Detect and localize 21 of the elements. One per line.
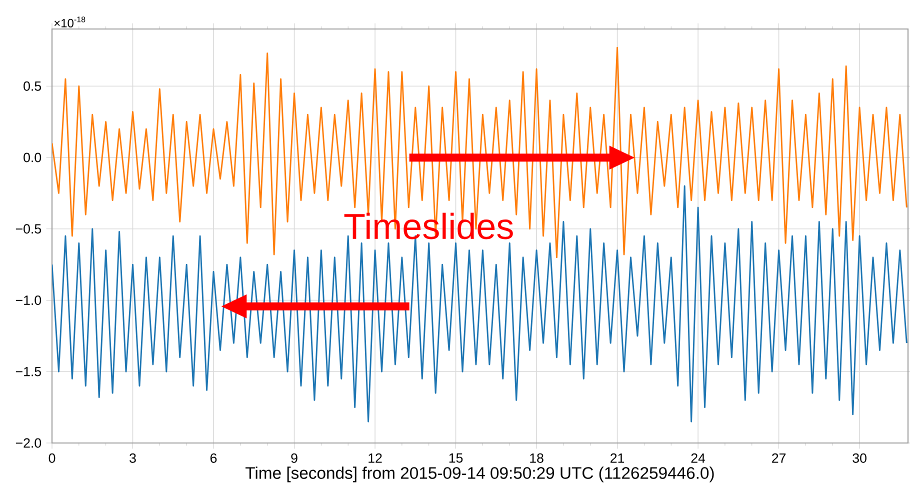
x-tick-label: 0: [48, 453, 56, 463]
y-tick-label: −2.0: [16, 438, 42, 448]
x-axis-title: Time [seconds] from 2015-09-14 09:50:29 UTC (1126259446.0): [246, 466, 714, 482]
y-tick-label: −0.5: [16, 224, 42, 234]
x-tick-label: 18: [530, 453, 544, 463]
y-tick-label: −1.5: [16, 366, 42, 376]
y-tick-label: −1.0: [16, 296, 42, 305]
x-tick-label: 15: [449, 453, 463, 463]
y-tick-label: 0.0: [24, 152, 42, 162]
x-tick-label: 9: [291, 453, 298, 463]
line-series: [52, 46, 908, 258]
x-tick-label: 6: [210, 453, 217, 463]
x-tick-label: 27: [772, 453, 786, 463]
x-tick-label: 21: [610, 453, 624, 463]
y-tick-label: 0.5: [24, 81, 42, 91]
x-tick-label: 3: [130, 453, 136, 463]
x-tick-label: 24: [691, 453, 706, 463]
line-series: [52, 185, 908, 422]
x-tick-label: 12: [368, 453, 382, 463]
text: ×10$^{-18}$: [54, 16, 86, 28]
x-tick-label: 30: [852, 453, 866, 463]
